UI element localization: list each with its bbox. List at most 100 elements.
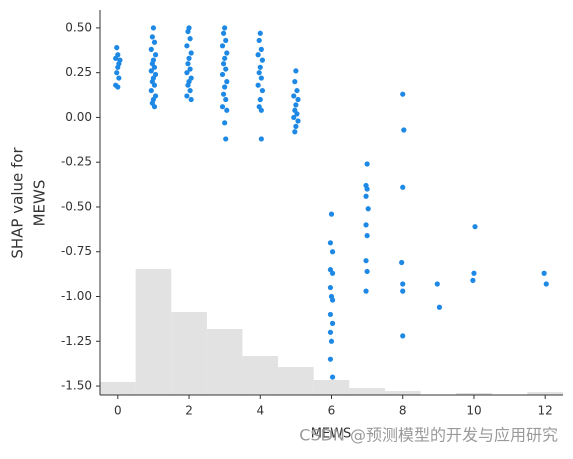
point	[329, 320, 336, 326]
point	[149, 34, 155, 40]
point	[184, 43, 190, 49]
x-tick-label: 10	[466, 404, 481, 418]
x-tick-label: 8	[399, 404, 407, 418]
point	[185, 61, 191, 67]
point	[188, 50, 194, 56]
point	[327, 240, 334, 246]
point	[363, 222, 369, 228]
y-tick-label: -1.25	[61, 334, 92, 348]
point	[258, 107, 264, 113]
point	[295, 96, 301, 103]
point	[187, 66, 193, 72]
point	[187, 87, 193, 94]
point	[223, 37, 229, 44]
y-axis-label: SHAP value for	[9, 147, 27, 259]
point	[364, 161, 370, 167]
y-tick-label: -0.25	[61, 155, 92, 169]
point	[188, 96, 194, 103]
point	[295, 118, 301, 124]
point	[224, 50, 230, 56]
histogram-bar	[135, 269, 172, 395]
point	[186, 55, 192, 61]
point	[400, 288, 406, 294]
point	[257, 30, 263, 36]
x-tick-label: 12	[538, 404, 553, 418]
point	[400, 333, 406, 339]
point	[400, 91, 406, 97]
point	[364, 186, 370, 192]
point	[185, 82, 191, 88]
point	[364, 233, 370, 239]
point	[471, 270, 477, 276]
y-tick-label: -1.00	[61, 289, 92, 303]
point	[255, 82, 261, 88]
y-tick-label: 0.25	[65, 65, 92, 79]
x-tick-label: 6	[328, 404, 336, 418]
point	[258, 46, 264, 52]
point	[150, 25, 157, 31]
point	[436, 304, 443, 310]
point	[258, 75, 264, 81]
x-tick-label: 0	[114, 404, 122, 418]
x-axis-label: MEWS	[311, 427, 352, 442]
point	[259, 87, 266, 94]
point	[151, 39, 158, 45]
y-tick-label: -1.50	[61, 379, 92, 393]
point	[222, 25, 228, 31]
point	[115, 64, 121, 70]
point	[148, 46, 154, 52]
point	[152, 52, 159, 58]
point	[220, 61, 227, 67]
point	[222, 120, 228, 126]
point	[185, 28, 191, 35]
point	[292, 79, 298, 85]
point	[258, 136, 264, 142]
point	[220, 91, 227, 97]
point	[327, 311, 334, 318]
point	[327, 329, 334, 335]
point	[400, 184, 406, 190]
point	[256, 70, 262, 76]
point	[294, 87, 300, 94]
point	[291, 114, 297, 121]
y-tick-label: -0.75	[61, 244, 92, 258]
point	[541, 270, 547, 276]
histogram-bar	[313, 380, 350, 395]
histogram-bar	[349, 388, 385, 395]
point	[222, 84, 228, 90]
point	[148, 87, 154, 94]
point	[401, 127, 407, 133]
point	[365, 206, 371, 212]
point	[472, 224, 478, 230]
y-tick-label: 0.50	[65, 20, 92, 34]
point	[329, 249, 336, 255]
point	[363, 258, 369, 264]
point	[327, 356, 334, 362]
point	[363, 288, 369, 294]
point	[293, 102, 299, 108]
point	[222, 55, 228, 61]
point	[329, 374, 336, 380]
y-axis-label: MEWS	[31, 180, 49, 227]
point	[399, 259, 405, 266]
point	[223, 66, 229, 72]
point	[115, 84, 121, 90]
point	[291, 93, 297, 99]
point	[220, 30, 227, 36]
x-tick-label: 2	[185, 404, 193, 418]
histogram-bar	[242, 356, 279, 395]
point	[329, 297, 336, 303]
point	[224, 79, 230, 85]
point	[151, 64, 158, 70]
point	[292, 129, 298, 135]
point	[256, 37, 262, 44]
watermark: CSDN @预测模型的开发与应用研究	[299, 426, 558, 445]
point	[329, 270, 336, 276]
point	[364, 268, 370, 275]
point	[116, 75, 122, 81]
point	[219, 43, 226, 49]
y-tick-label: 0.00	[65, 110, 92, 124]
point	[400, 281, 406, 287]
point	[328, 338, 335, 344]
